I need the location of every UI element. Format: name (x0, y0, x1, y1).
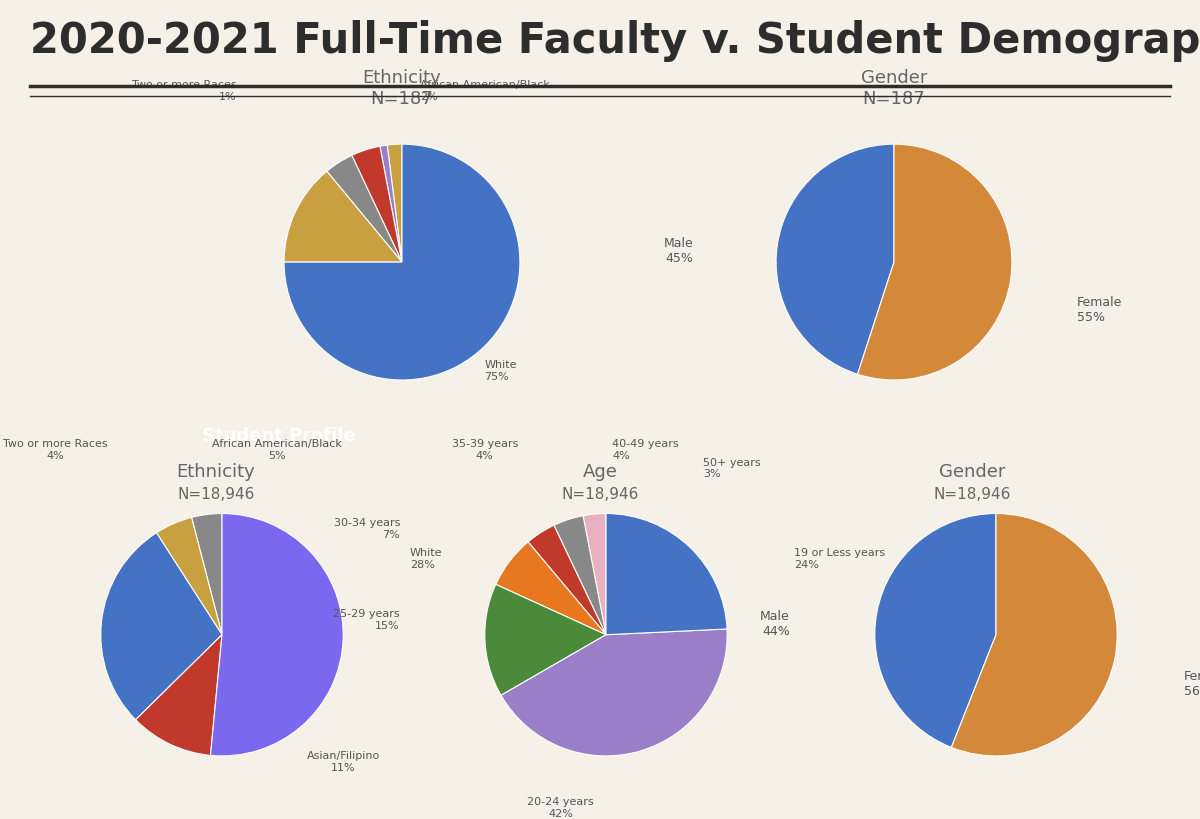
Wedge shape (352, 147, 402, 262)
Text: N=18,946: N=18,946 (178, 487, 254, 502)
Wedge shape (554, 516, 606, 635)
Text: N=18,946: N=18,946 (934, 487, 1010, 502)
Text: N=18,946: N=18,946 (562, 487, 638, 502)
Text: Male
45%: Male 45% (664, 237, 694, 265)
Text: 20-24 years
42%: 20-24 years 42% (527, 797, 594, 818)
Text: Ethnicity: Ethnicity (176, 463, 256, 481)
Text: Two or more Races
4%: Two or more Races 4% (4, 439, 108, 461)
Wedge shape (136, 635, 222, 755)
Text: Gender: Gender (938, 463, 1006, 481)
Wedge shape (583, 514, 606, 635)
Wedge shape (528, 525, 606, 635)
Text: White
28%: White 28% (410, 549, 443, 570)
Wedge shape (496, 542, 606, 635)
Wedge shape (502, 629, 727, 756)
Wedge shape (284, 171, 402, 262)
Text: 19 or Less years
24%: 19 or Less years 24% (794, 549, 886, 570)
Text: Female
56%: Female 56% (1184, 670, 1200, 699)
Wedge shape (875, 514, 996, 748)
Wedge shape (326, 156, 402, 262)
Text: Female
55%: Female 55% (1076, 296, 1122, 324)
Text: 50+ years
3%: 50+ years 3% (703, 458, 761, 479)
Wedge shape (192, 514, 222, 635)
Wedge shape (858, 144, 1012, 380)
Text: Age: Age (582, 463, 618, 481)
Text: African American/Black
5%: African American/Black 5% (211, 439, 342, 461)
Text: 2020-2021 Full-Time Faculty v. Student Demographics: 2020-2021 Full-Time Faculty v. Student D… (30, 20, 1200, 62)
Text: African American/Black
2%: African American/Black 2% (420, 80, 550, 102)
Wedge shape (284, 144, 520, 380)
Wedge shape (156, 518, 222, 635)
Wedge shape (606, 514, 727, 635)
Text: 35-39 years
4%: 35-39 years 4% (451, 439, 518, 461)
Wedge shape (952, 514, 1117, 756)
Text: 25-29 years
15%: 25-29 years 15% (334, 609, 400, 631)
Text: 30-34 years
7%: 30-34 years 7% (334, 518, 400, 540)
Wedge shape (388, 144, 402, 262)
Title: Gender
N=187: Gender N=187 (860, 69, 928, 107)
Text: 40-49 years
4%: 40-49 years 4% (612, 439, 679, 461)
Wedge shape (380, 145, 402, 262)
Wedge shape (210, 514, 343, 756)
Text: Two or more Races
1%: Two or more Races 1% (132, 80, 236, 102)
Wedge shape (101, 532, 222, 720)
Text: Male
44%: Male 44% (760, 609, 790, 638)
Wedge shape (485, 585, 606, 695)
Wedge shape (776, 144, 894, 374)
Text: Asian/Filipino
11%: Asian/Filipino 11% (306, 752, 380, 773)
Text: White
75%: White 75% (485, 360, 517, 382)
Text: Student Profile: Student Profile (202, 427, 356, 445)
Title: Ethnicity
N=187: Ethnicity N=187 (362, 69, 442, 107)
